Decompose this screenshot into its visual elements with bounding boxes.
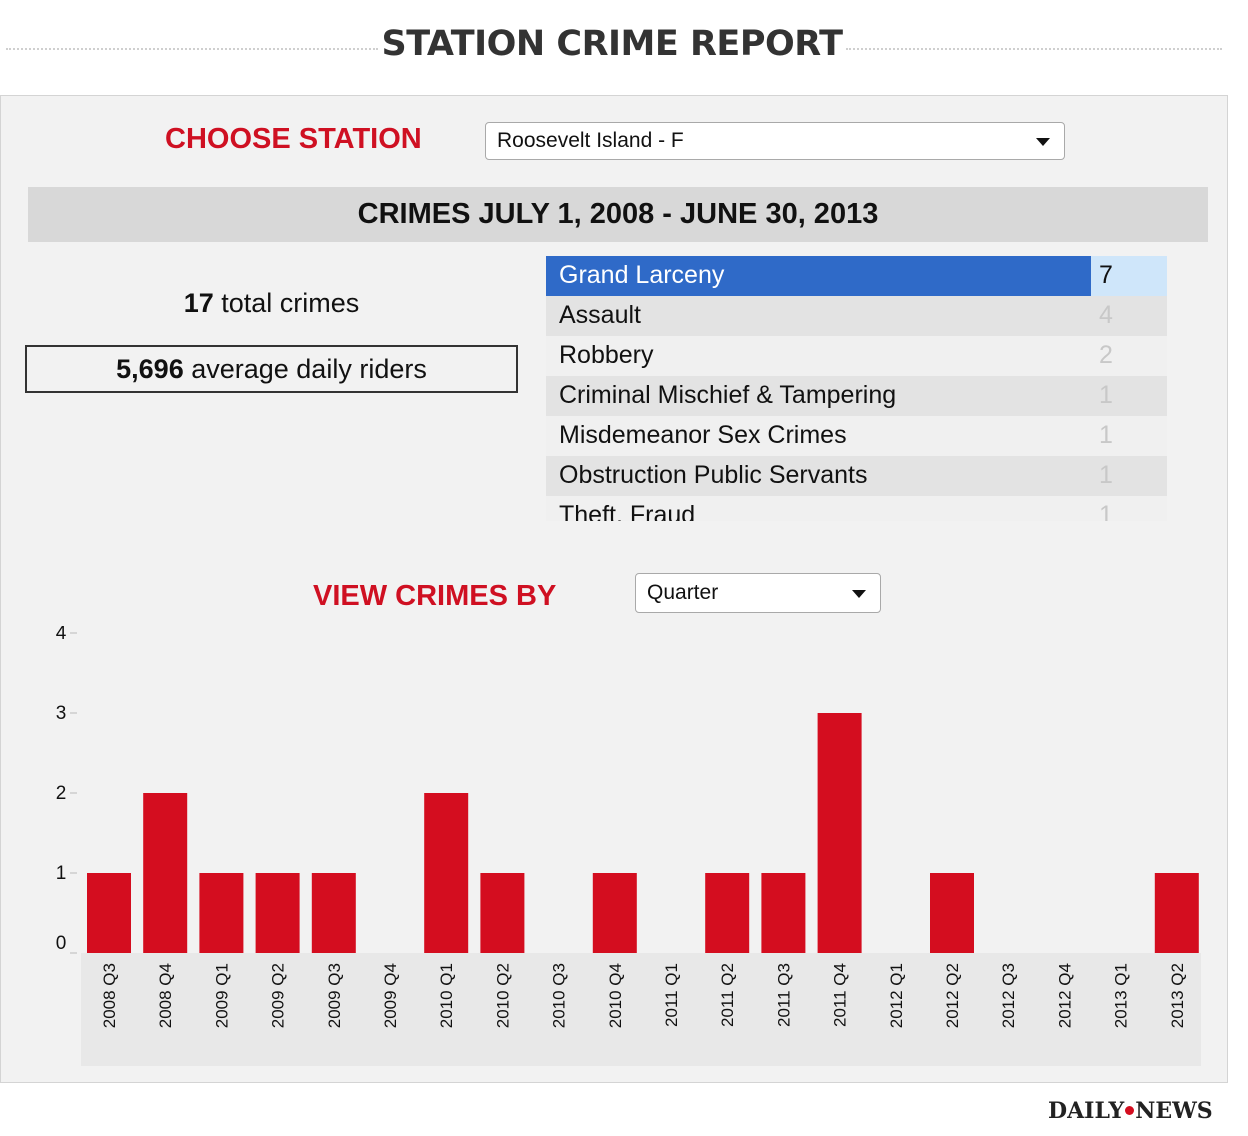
x-tick-label: 2011 Q4 <box>831 963 850 1027</box>
crime-name: Robbery <box>559 341 654 369</box>
total-crimes-value: 17 <box>183 288 214 318</box>
bar <box>87 873 131 953</box>
x-tick-label: 2009 Q2 <box>269 963 288 1028</box>
view-by-select-value: Quarter <box>647 581 719 604</box>
view-by-select[interactable]: Quarter <box>635 573 881 613</box>
riders-label: average daily riders <box>183 354 427 384</box>
x-axis-band <box>81 953 1201 1066</box>
crime-name: Assault <box>559 301 641 329</box>
crime-count: 7 <box>1091 256 1167 296</box>
x-tick-label: 2012 Q2 <box>943 963 962 1028</box>
riders-value: 5,696 <box>116 354 184 384</box>
total-crimes: 17 total crimes <box>25 288 518 319</box>
crime-name: Misdemeanor Sex Crimes <box>559 421 847 449</box>
crime-name: Theft, Fraud <box>559 501 696 521</box>
header-divider-left <box>6 48 378 50</box>
choose-station-label: CHOOSE STATION <box>165 123 422 155</box>
bar <box>930 873 974 953</box>
crime-count: 1 <box>1099 381 1113 409</box>
bar <box>311 873 356 953</box>
bar <box>143 793 188 953</box>
report-header: STATION CRIME REPORT <box>0 22 1248 72</box>
x-tick-label: 2008 Q3 <box>100 963 119 1028</box>
crime-row-assault[interactable]: Assault 4 <box>546 296 1167 336</box>
bar <box>705 873 750 953</box>
x-tick-label: 2011 Q1 <box>662 963 681 1027</box>
crime-row-criminal-mischief[interactable]: Criminal Mischief & Tampering 1 <box>546 376 1167 416</box>
crime-type-list[interactable]: Grand Larceny 7 Assault 4 Robbery 2 Crimina… <box>546 256 1167 521</box>
x-tick-label: 2010 Q2 <box>493 963 512 1028</box>
crime-count: 2 <box>1099 341 1113 369</box>
bar <box>255 873 300 953</box>
crime-count: 1 <box>1099 421 1113 449</box>
x-tick-label: 2010 Q4 <box>606 963 625 1028</box>
x-tick-label: 2012 Q3 <box>999 963 1018 1028</box>
bar <box>592 873 637 953</box>
date-range-title: CRIMES JULY 1, 2008 - JUNE 30, 2013 <box>28 187 1208 242</box>
view-crimes-by-label: VIEW CRIMES BY <box>313 580 557 612</box>
crimes-by-quarter-chart: 0 1 2 3 4 2008 Q3 2008 Q4 2009 Q1 2009 Q2 2009 Q3… <box>41 626 1211 1076</box>
logo-news: NEWS <box>1135 1098 1213 1124</box>
crime-row-grand-larceny[interactable]: Grand Larceny 7 <box>546 256 1167 296</box>
crime-name: Grand Larceny <box>546 256 1091 296</box>
x-tick-label: 2008 Q4 <box>156 963 175 1028</box>
chevron-down-icon <box>852 590 866 598</box>
crime-row-obstruction-public-servants[interactable]: Obstruction Public Servants 1 <box>546 456 1167 496</box>
y-tick-label: 4 <box>56 626 67 644</box>
crime-count: 1 <box>1099 501 1113 521</box>
crime-row-theft-fraud[interactable]: Theft, Fraud 1 <box>546 496 1167 521</box>
y-tick-label: 3 <box>56 703 67 724</box>
crime-row-robbery[interactable]: Robbery 2 <box>546 336 1167 376</box>
average-daily-riders: 5,696 average daily riders <box>25 345 518 393</box>
x-tick-label: 2010 Q1 <box>437 963 456 1028</box>
chart-svg: 0 1 2 3 4 2008 Q3 2008 Q4 2009 Q1 2009 Q2 2009 Q3… <box>56 626 1201 1066</box>
header-divider-right <box>846 48 1222 50</box>
chevron-down-icon <box>1036 138 1050 146</box>
total-crimes-label: total crimes <box>213 288 360 318</box>
station-select[interactable]: Roosevelt Island - F <box>485 122 1065 160</box>
bar <box>480 873 525 953</box>
bar <box>761 873 806 953</box>
report-panel: CHOOSE STATION Roosevelt Island - F CRIM… <box>0 95 1228 1083</box>
x-tick-label: 2010 Q3 <box>550 963 569 1028</box>
x-tick-label: 2009 Q3 <box>325 963 344 1028</box>
page-title: STATION CRIME REPORT <box>381 24 843 64</box>
x-tick-label: 2009 Q1 <box>212 963 231 1028</box>
crime-name: Criminal Mischief & Tampering <box>559 381 897 409</box>
x-tick-label: 2012 Q4 <box>1055 963 1074 1028</box>
y-tick-label: 1 <box>56 863 67 884</box>
x-tick-label: 2013 Q1 <box>1112 963 1131 1028</box>
station-select-value: Roosevelt Island - F <box>497 129 684 152</box>
crime-count: 4 <box>1099 301 1113 329</box>
y-tick-label: 0 <box>56 933 67 954</box>
crime-count: 1 <box>1099 461 1113 489</box>
logo-dot-icon <box>1125 1106 1135 1115</box>
bar <box>1154 873 1199 953</box>
x-tick-label: 2011 Q2 <box>718 963 737 1027</box>
crime-name: Obstruction Public Servants <box>559 461 868 489</box>
y-tick-label: 2 <box>56 783 67 804</box>
bar <box>817 713 862 953</box>
x-tick-label: 2011 Q3 <box>774 963 793 1027</box>
x-tick-label: 2013 Q2 <box>1168 963 1187 1028</box>
logo-daily: DAILY <box>1048 1098 1125 1124</box>
x-tick-label: 2012 Q1 <box>887 963 906 1028</box>
crime-row-misdemeanor-sex-crimes[interactable]: Misdemeanor Sex Crimes 1 <box>546 416 1167 456</box>
x-tick-label: 2009 Q4 <box>381 963 400 1028</box>
bar <box>199 873 244 953</box>
bar <box>424 793 469 953</box>
daily-news-logo: DAILY NEWS <box>1048 1098 1213 1124</box>
